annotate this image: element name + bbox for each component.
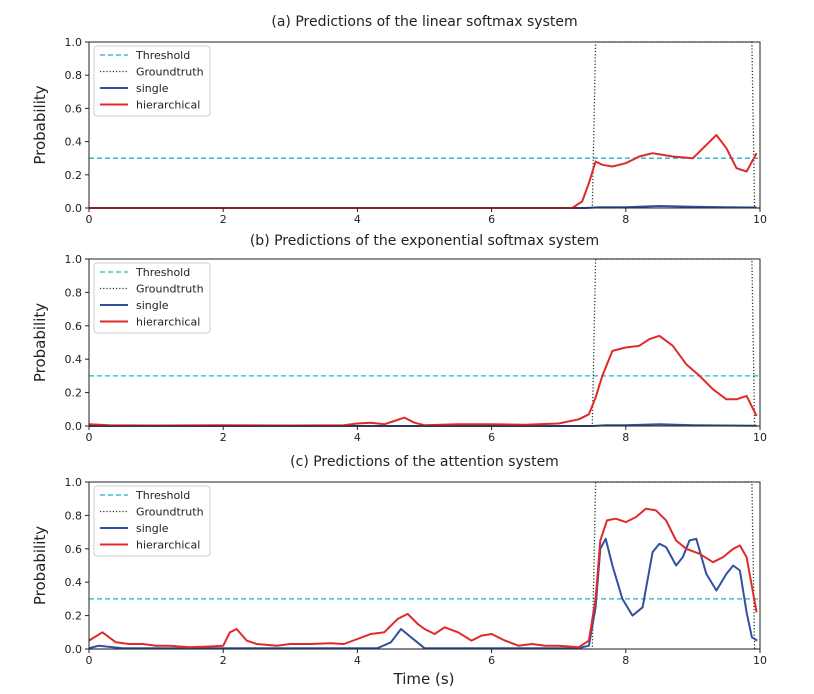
x-tick-label: 8: [622, 654, 629, 667]
legend-label-hierarchical: hierarchical: [136, 316, 200, 329]
y-tick-label: 1.0: [65, 36, 83, 49]
plot-frame: [88, 481, 761, 650]
legend: Threshold Groundtruth single hierarchical: [93, 262, 211, 334]
x-tick-label: 4: [354, 213, 361, 226]
y-tick-label: 0.2: [65, 610, 83, 623]
y-tick-label: 0.4: [65, 353, 83, 366]
y-tick-label: 0.0: [65, 643, 83, 656]
x-tick-label: 4: [354, 654, 361, 667]
plot-frame: [88, 258, 761, 427]
x-tick-label: 10: [753, 654, 767, 667]
y-tick-label: 0.4: [65, 136, 83, 149]
legend-label-hierarchical: hierarchical: [136, 539, 200, 552]
series-hierarchical-line: [89, 507, 758, 649]
y-tick-label: 0.0: [65, 420, 83, 433]
series-hierarchical-line: [89, 334, 758, 427]
x-axis-label: Time (s): [393, 670, 455, 688]
legend-label-single: single: [136, 522, 169, 535]
y-tick-label: 0.8: [65, 69, 83, 82]
y-tick-label: 0.0: [65, 202, 83, 215]
panel-c: (c) Predictions of the attention system P…: [31, 454, 767, 667]
y-tick-label: 0.8: [65, 509, 83, 522]
x-tick-label: 10: [753, 431, 767, 444]
legend: Threshold Groundtruth single hierarchical: [93, 485, 211, 557]
legend-box: [93, 45, 211, 117]
x-tick-label: 2: [220, 654, 227, 667]
legend-label-threshold: Threshold: [135, 489, 190, 502]
legend-label-single: single: [136, 82, 169, 95]
y-tick-label: 0.6: [65, 102, 83, 115]
series-single-line: [89, 537, 758, 650]
x-tick-label: 4: [354, 431, 361, 444]
panel-a: (a) Predictions of the linear softmax sy…: [31, 14, 767, 226]
x-tick-label: 0: [86, 213, 93, 226]
x-tick-label: 6: [488, 431, 495, 444]
legend-box: [93, 262, 211, 334]
x-tick-label: 0: [86, 654, 93, 667]
legend: Threshold Groundtruth single hierarchical: [93, 45, 211, 117]
panel-b: (b) Predictions of the exponential softm…: [31, 233, 767, 444]
x-tick-label: 2: [220, 213, 227, 226]
chart-title: (c) Predictions of the attention system: [290, 454, 559, 470]
series-hierarchical-line: [89, 134, 758, 209]
x-tick-label: 6: [488, 213, 495, 226]
x-tick-label: 8: [622, 431, 629, 444]
y-tick-label: 0.8: [65, 286, 83, 299]
legend-label-threshold: Threshold: [135, 266, 190, 279]
y-axis-label: Probability: [31, 85, 49, 164]
chart-title: (a) Predictions of the linear softmax sy…: [271, 14, 577, 30]
x-tick-label: 10: [753, 213, 767, 226]
x-tick-label: 8: [622, 213, 629, 226]
y-tick-label: 0.6: [65, 320, 83, 333]
legend-label-hierarchical: hierarchical: [136, 99, 200, 112]
x-tick-label: 6: [488, 654, 495, 667]
chart-title: (b) Predictions of the exponential softm…: [250, 233, 599, 249]
y-tick-label: 0.6: [65, 543, 83, 556]
x-tick-label: 0: [86, 431, 93, 444]
y-tick-label: 0.2: [65, 387, 83, 400]
y-axis-label: Probability: [31, 526, 49, 605]
legend-label-threshold: Threshold: [135, 49, 190, 62]
plot-frame: [88, 41, 761, 209]
y-tick-label: 1.0: [65, 476, 83, 489]
legend-label-groundtruth: Groundtruth: [136, 66, 204, 79]
legend-label-groundtruth: Groundtruth: [136, 506, 204, 519]
legend-label-groundtruth: Groundtruth: [136, 283, 204, 296]
y-tick-label: 0.2: [65, 169, 83, 182]
y-tick-label: 0.4: [65, 576, 83, 589]
y-tick-label: 1.0: [65, 253, 83, 266]
legend-box: [93, 485, 211, 557]
x-tick-label: 2: [220, 431, 227, 444]
legend-label-single: single: [136, 299, 169, 312]
y-axis-label: Probability: [31, 303, 49, 382]
